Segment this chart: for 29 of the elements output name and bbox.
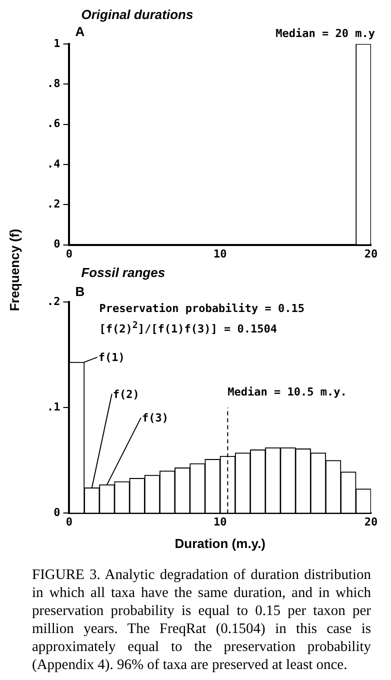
x-tick-label: 20 [364,247,378,260]
annotation: Preservation probability = 0.15 [99,302,305,315]
y-tick-label: .8 [46,77,60,90]
annotation: f(3) [142,412,168,425]
caption: FIGURE 3. Analytic degradation of duration distribution in which all taxa have the same duration, and in which preservation probability is equal to 0.15 per taxon per million years. The FreqRat (0.1504) in this case is approximately equal to the preservation probability (Appendix 4). 96% of taxa are preserved at least once. [31,566,372,674]
annotation: [f(2)$^{2}$]/[f(1)f(3)] = 0.1504 [99,320,277,336]
y-tick-label: .4 [46,157,61,170]
text: B [75,284,85,299]
y-axis-title: Frequency (f) [7,228,22,312]
ref-line-label: Median = 10.5 m.y. [228,386,347,399]
chart-title: Original durations [81,7,194,23]
y-tick-label: .6 [46,117,61,130]
x-tick-label: 10 [214,516,227,529]
y-tick-label: .2 [46,198,60,210]
x-axis-title: Duration (m.y.) [174,536,266,551]
y-tick-label: .2 [46,294,60,308]
x-tick-label: 10 [214,247,227,260]
y-tick-label: 0 [54,506,60,520]
annotation: f(2) [112,388,140,401]
y-tick-label: 1 [54,36,61,50]
chart-title: Fossil ranges [81,265,166,281]
x-tick-label: 0 [66,247,73,260]
y-tick-label: .1 [46,400,61,414]
text: A [75,24,85,39]
x-tick-label: 0 [66,516,73,529]
y-tick-label: 0 [54,238,60,251]
annotation: f(1) [98,351,125,364]
x-tick-label: 20 [364,516,378,529]
text: Median = 20 m.y [276,27,375,40]
